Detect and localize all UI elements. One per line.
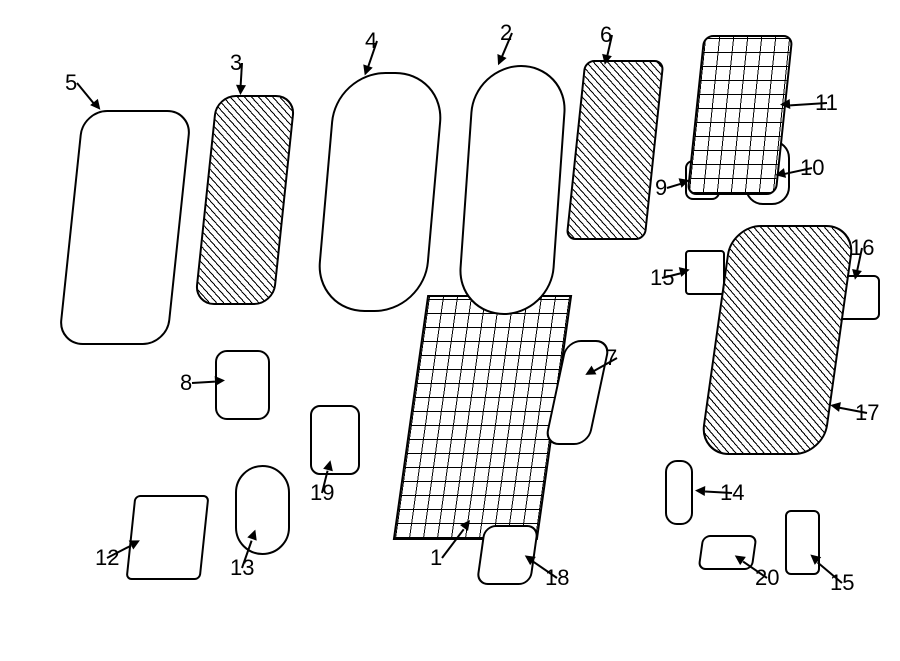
callout-arrowhead-11 bbox=[780, 99, 791, 110]
callout-arrowhead-3 bbox=[235, 85, 246, 96]
diagram-stage: 123456789101112131415151617181920 bbox=[0, 0, 900, 661]
callout-label-18: 18 bbox=[545, 565, 569, 591]
callout-arrowhead-2 bbox=[493, 54, 506, 67]
part-seat-back-cushion-pad bbox=[194, 95, 296, 305]
part-clip-upper bbox=[685, 250, 725, 295]
callout-label-20: 20 bbox=[755, 565, 779, 591]
callout-label-8: 8 bbox=[180, 370, 192, 396]
callout-label-9: 9 bbox=[655, 175, 667, 201]
callout-arrow-14 bbox=[705, 491, 732, 494]
callout-arrow-3 bbox=[240, 63, 243, 86]
part-seat-back-frame bbox=[393, 295, 572, 540]
part-seat-back-bolster-cover bbox=[456, 65, 568, 315]
part-heater-mat bbox=[566, 60, 665, 240]
part-latch-mechanism bbox=[310, 405, 360, 475]
callout-arrowhead-17 bbox=[829, 400, 841, 412]
callout-arrow-8 bbox=[192, 381, 215, 384]
callout-arrowhead-8 bbox=[215, 375, 226, 386]
callout-label-17: 17 bbox=[855, 400, 879, 426]
callout-label-1: 1 bbox=[430, 545, 442, 571]
callout-arrowhead-10 bbox=[774, 168, 786, 180]
part-clip-lower bbox=[785, 510, 820, 575]
part-seat-back-cover bbox=[315, 72, 446, 312]
part-damper bbox=[665, 460, 693, 525]
part-seat-back-outer-cover bbox=[58, 110, 193, 345]
callout-arrowhead-19 bbox=[323, 459, 335, 471]
part-wire-harness bbox=[235, 465, 290, 555]
callout-arrowhead-14 bbox=[695, 485, 706, 496]
callout-arrow-9 bbox=[667, 183, 681, 189]
callout-arrow-5 bbox=[76, 82, 94, 104]
